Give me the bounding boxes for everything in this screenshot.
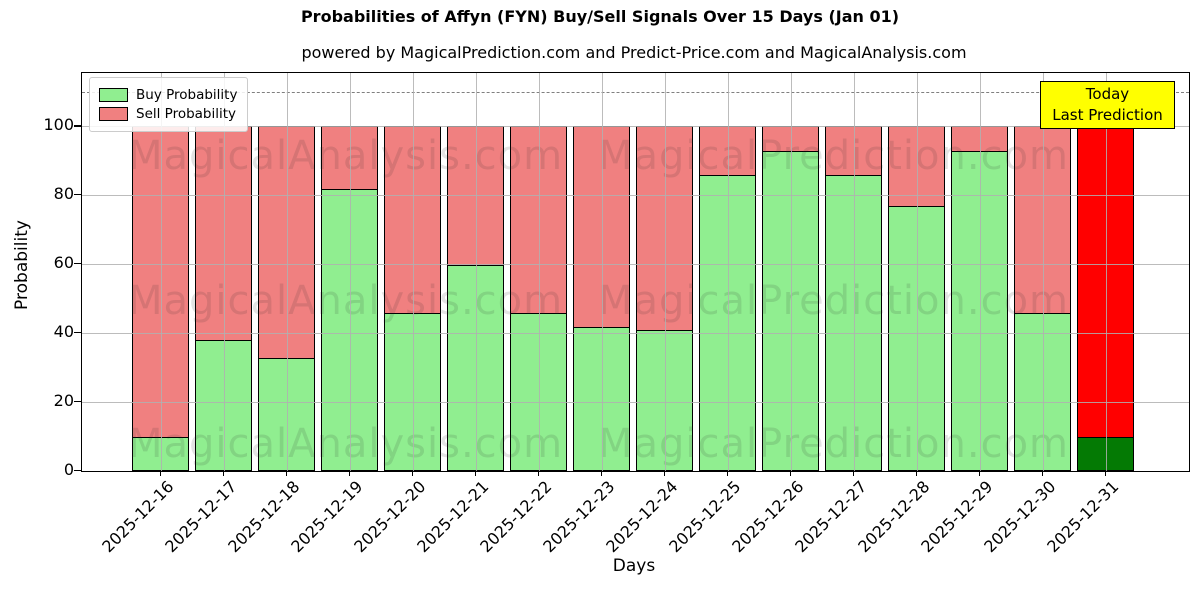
x-tick-mark [222,470,224,476]
x-tick-mark [978,470,980,476]
x-gridline [1105,73,1107,471]
watermark-text: MagicalPrediction.com [598,133,1069,179]
x-tick-mark [726,470,728,476]
buy-color-swatch [99,88,128,102]
legend: Buy Probability Sell Probability [89,77,249,132]
today-annotation-line1: Today [1085,85,1130,103]
x-tick-mark [285,470,287,476]
chart-title: Probabilities of Affyn (FYN) Buy/Sell Si… [300,7,900,26]
y-tick-label: 20 [53,391,74,411]
dashed-reference-line [82,91,1189,93]
y-tick-mark [74,332,81,334]
x-tick-mark [159,470,161,476]
y-tick-label: 0 [63,460,74,479]
x-gridline [979,73,981,471]
x-axis-title: Days [612,556,656,576]
legend-item-buy: Buy Probability [99,87,237,103]
watermark-text: MagicalAnalysis.com [128,421,564,467]
today-annotation-line2: Last Prediction [1052,106,1163,124]
x-tick-mark [348,470,350,476]
x-tick-mark [474,470,476,476]
x-tick-mark [1041,470,1043,476]
watermark-text: MagicalAnalysis.com [128,278,564,324]
y-tick-label: 40 [53,322,74,342]
x-gridline [601,73,603,471]
today-annotation: Today Last Prediction [1040,81,1175,129]
chart-subtitle: powered by MagicalPrediction.com and Pre… [301,43,967,62]
watermark-text: MagicalAnalysis.com [128,133,564,179]
x-tick-mark [915,470,917,476]
y-tick-label: 60 [53,253,74,273]
x-gridline [664,73,666,471]
y-tick-mark [74,470,81,472]
x-gridline [160,73,162,471]
x-gridline [538,73,540,471]
x-gridline [853,73,855,471]
sell-color-swatch [99,107,128,121]
x-gridline [412,73,414,471]
y-gridline [82,195,1189,197]
x-tick-mark [411,470,413,476]
x-gridline [286,73,288,471]
legend-label-sell: Sell Probability [136,106,237,122]
x-tick-mark [663,470,665,476]
y-tick-mark [74,263,81,265]
x-tick-mark [537,470,539,476]
x-gridline [223,73,225,471]
y-gridline [82,333,1189,335]
y-tick-mark [74,194,81,196]
watermark-text: MagicalPrediction.com [598,278,1069,324]
y-tick-label: 80 [53,184,74,204]
y-tick-label: 100 [43,115,74,135]
x-gridline [790,73,792,471]
y-gridline [82,126,1189,128]
legend-item-sell: Sell Probability [99,106,237,122]
x-gridline [1042,73,1044,471]
x-gridline [475,73,477,471]
x-gridline [727,73,729,471]
y-tick-mark [74,125,81,127]
x-gridline [349,73,351,471]
x-tick-mark [600,470,602,476]
x-gridline [916,73,918,471]
x-tick-mark [1104,470,1106,476]
y-gridline [82,264,1189,266]
x-tick-mark [789,470,791,476]
y-gridline [82,402,1189,404]
watermark-text: MagicalPrediction.com [598,421,1069,467]
plot-area: Buy Probability Sell Probability Today L… [81,72,1190,472]
legend-label-buy: Buy Probability [136,87,238,103]
x-tick-mark [852,470,854,476]
y-tick-mark [74,401,81,403]
